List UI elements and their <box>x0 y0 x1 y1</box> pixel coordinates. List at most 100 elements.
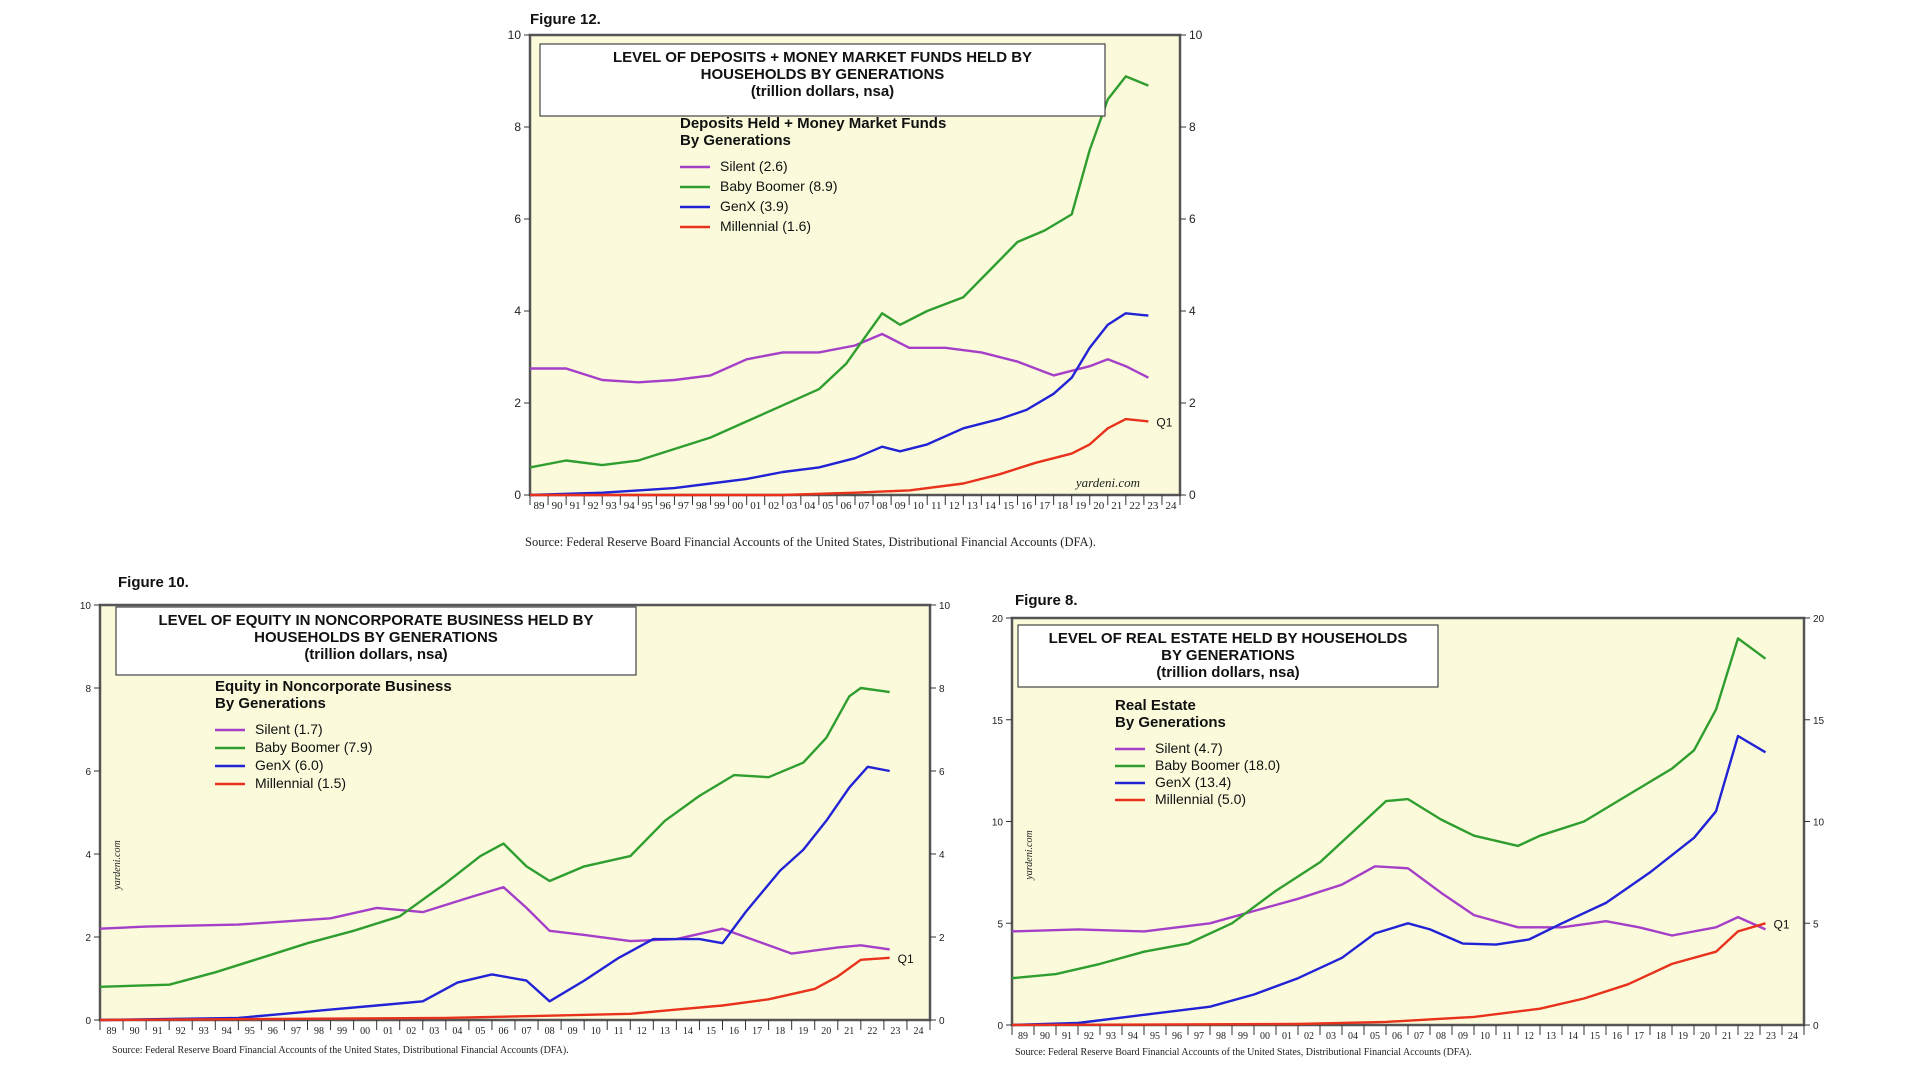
legend-entry: Baby Boomer (7.9) <box>255 739 373 755</box>
x-tick-label: 23 <box>890 1026 900 1037</box>
x-tick-label: 01 <box>1282 1031 1292 1042</box>
x-tick-label: 94 <box>222 1026 232 1037</box>
legend-title: Real Estate <box>1115 697 1196 714</box>
x-tick-label: 07 <box>522 1026 532 1037</box>
x-tick-label: 02 <box>1304 1031 1314 1042</box>
x-tick-label: 95 <box>1150 1031 1160 1042</box>
x-tick-label: 05 <box>822 500 834 512</box>
series-line-silent <box>530 332 1149 384</box>
x-tick-label: 93 <box>606 500 618 512</box>
x-tick-label: 21 <box>1111 500 1122 512</box>
x-tick-label: 16 <box>1021 500 1033 512</box>
x-tick-label: 02 <box>768 500 779 512</box>
x-tick-label: 11 <box>1502 1031 1512 1042</box>
legend-entry: GenX (6.0) <box>255 757 323 773</box>
y-tick-label-left: 4 <box>514 304 521 318</box>
x-tick-label: 09 <box>1458 1031 1468 1042</box>
y-tick-label-right: 2 <box>1189 396 1196 410</box>
x-tick-label: 22 <box>1744 1031 1754 1042</box>
x-tick-label: 98 <box>314 1026 324 1037</box>
y-tick-label-right: 0 <box>1189 488 1196 502</box>
x-tick-label: 89 <box>1018 1031 1028 1042</box>
figure-10: Figure 10. 0 0 2 2 4 4 6 6 8 8 10 10 89 90 91 92 93 94 95 96… <box>60 565 960 1065</box>
x-tick-label: 23 <box>1766 1031 1776 1042</box>
series-line-baby-boomer <box>529 75 1149 469</box>
x-tick-label: 12 <box>1524 1031 1534 1042</box>
x-tick-label: 11 <box>931 500 942 512</box>
x-tick-label: 20 <box>821 1026 831 1037</box>
x-tick-label: 10 <box>1480 1031 1490 1042</box>
x-tick-label: 06 <box>498 1026 508 1037</box>
x-tick-label: 08 <box>1436 1031 1446 1042</box>
y-tick-label-left: 10 <box>80 601 92 612</box>
series-line-silent <box>1011 865 1766 937</box>
x-tick-label: 06 <box>1392 1031 1402 1042</box>
x-tick-label: 91 <box>570 500 581 512</box>
x-tick-label: 08 <box>877 500 889 512</box>
x-tick-label: 03 <box>1326 1031 1336 1042</box>
legend-title: By Generations <box>215 695 326 712</box>
y-tick-label-right: 8 <box>939 684 945 695</box>
y-tick-label-left: 2 <box>514 396 521 410</box>
x-tick-label: 00 <box>1260 1031 1270 1042</box>
y-tick-label-left: 5 <box>997 919 1003 930</box>
x-tick-label: 99 <box>1238 1031 1248 1042</box>
legend-entry: Millennial (5.0) <box>1155 791 1246 807</box>
x-tick-label: 00 <box>360 1026 370 1037</box>
x-tick-label: 17 <box>752 1026 762 1037</box>
x-tick-label: 94 <box>1128 1031 1138 1042</box>
y-tick-label-right: 10 <box>939 601 951 612</box>
series-line-genx <box>529 312 1149 497</box>
y-tick-label-right: 0 <box>1813 1021 1819 1032</box>
source-note: Source: Federal Reserve Board Financial … <box>525 535 1096 549</box>
x-tick-label: 03 <box>786 500 798 512</box>
y-tick-label-left: 8 <box>514 120 521 134</box>
watermark: yardeni.com <box>112 840 123 890</box>
source-note: Source: Federal Reserve Board Financial … <box>1015 1047 1472 1058</box>
y-tick-label-right: 4 <box>939 850 945 861</box>
x-tick-label: 97 <box>678 500 690 512</box>
x-tick-label: 19 <box>1678 1031 1688 1042</box>
q1-annotation: Q1 <box>1156 415 1172 429</box>
x-tick-label: 93 <box>1106 1031 1116 1042</box>
x-tick-label: 10 <box>591 1026 601 1037</box>
x-tick-label: 14 <box>985 500 997 512</box>
y-tick-label-left: 15 <box>992 716 1004 727</box>
x-tick-label: 95 <box>642 500 654 512</box>
x-tick-label: 08 <box>545 1026 555 1037</box>
figure-label: Figure 12. <box>530 11 601 28</box>
legend-entry: GenX (3.9) <box>720 198 788 214</box>
x-tick-label: 92 <box>588 500 599 512</box>
x-tick-label: 16 <box>729 1026 739 1037</box>
x-tick-label: 04 <box>1348 1031 1358 1042</box>
x-tick-label: 89 <box>534 500 546 512</box>
x-tick-label: 07 <box>1414 1031 1424 1042</box>
x-tick-label: 96 <box>660 500 672 512</box>
y-tick-label-right: 6 <box>1189 212 1196 226</box>
series-line-millennial <box>99 956 890 1022</box>
chart-title-line: (trillion dollars, nsa) <box>304 646 447 663</box>
y-tick-label-right: 4 <box>1189 304 1196 318</box>
x-tick-label: 23 <box>1147 500 1159 512</box>
x-tick-label: 89 <box>107 1026 117 1037</box>
y-tick-label-left: 20 <box>992 614 1004 625</box>
legend-entry: Millennial (1.5) <box>255 775 346 791</box>
y-tick-label-right: 20 <box>1813 614 1825 625</box>
x-tick-label: 05 <box>475 1026 485 1037</box>
y-tick-label-left: 6 <box>514 212 521 226</box>
x-tick-label: 01 <box>383 1026 393 1037</box>
y-tick-label-right: 10 <box>1813 818 1825 829</box>
x-tick-label: 22 <box>1129 500 1140 512</box>
chart-title-line: (trillion dollars, nsa) <box>1156 664 1299 681</box>
x-tick-label: 24 <box>1165 500 1177 512</box>
y-tick-label-left: 10 <box>508 28 522 42</box>
x-tick-label: 18 <box>775 1026 785 1037</box>
y-tick-label-right: 0 <box>939 1016 945 1027</box>
legend-title: By Generations <box>680 132 791 149</box>
x-tick-label: 15 <box>1003 500 1015 512</box>
legend-entry: Silent (1.7) <box>255 721 323 737</box>
x-tick-label: 91 <box>153 1026 163 1037</box>
series-line-baby-boomer <box>1011 637 1767 980</box>
